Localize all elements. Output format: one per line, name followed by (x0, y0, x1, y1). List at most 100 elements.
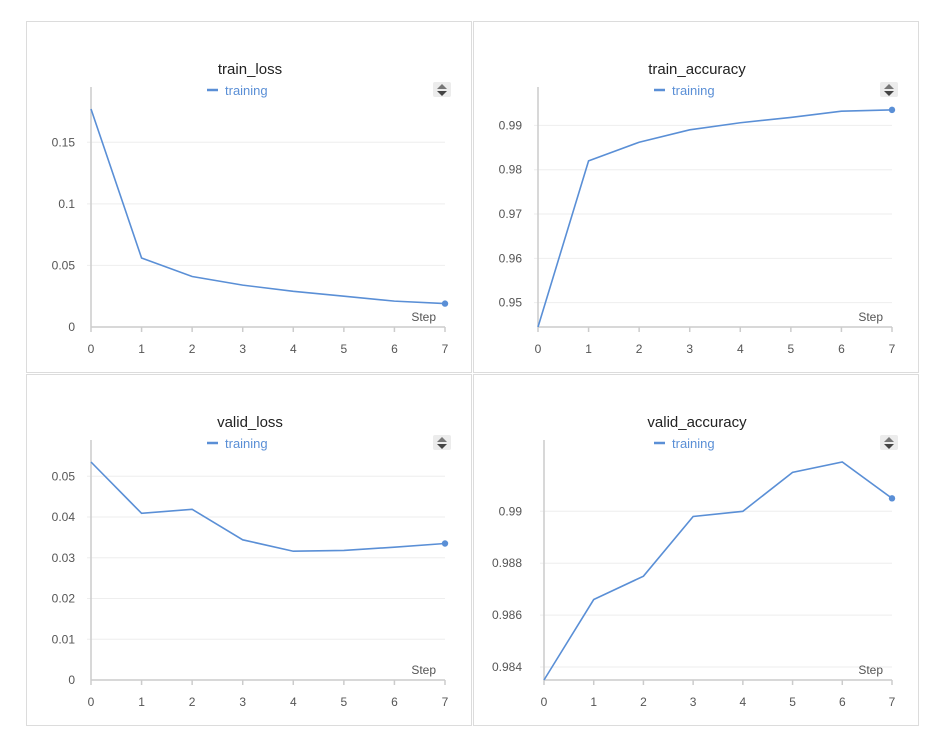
legend-label: training (225, 436, 268, 451)
x-tick-label: 3 (690, 695, 697, 709)
x-axis-label: Step (858, 310, 883, 324)
chart-panel-train-accuracy: train_accuracy training 0.95 0.96 0.97 0.98 0.… (473, 21, 919, 373)
sort-down-icon[interactable] (884, 444, 894, 449)
chart-title: train_loss (218, 61, 282, 78)
chart-panel-train-loss: train_loss training 0 0.05 0.1 0.15 0 1 2 3 4 5 6 7 St… (26, 21, 472, 373)
x-tick-label: 6 (838, 342, 845, 356)
x-tick-label: 0 (88, 342, 95, 356)
data-point (789, 115, 793, 119)
data-point (241, 538, 245, 542)
x-tick-label: 2 (640, 695, 647, 709)
x-tick-label: 1 (138, 695, 145, 709)
y-tick-label: 0.02 (52, 592, 76, 606)
data-point (840, 460, 844, 464)
legend-label: training (672, 436, 715, 451)
x-tick-label: 3 (239, 695, 246, 709)
y-tick-label: 0.15 (52, 135, 76, 149)
sort-up-icon[interactable] (437, 84, 447, 89)
y-tick-label: 0.988 (492, 556, 522, 570)
y-tick-label: 0.03 (52, 551, 76, 565)
x-tick-label: 1 (138, 342, 145, 356)
data-point (641, 574, 645, 578)
series-line-training (90, 108, 446, 305)
y-tick-label: 0.99 (499, 118, 523, 132)
data-point (441, 300, 449, 307)
sort-down-icon[interactable] (437, 444, 447, 449)
x-tick-label: 4 (290, 342, 297, 356)
data-point (738, 121, 742, 125)
data-point (888, 106, 896, 114)
x-tick-label: 7 (442, 342, 449, 356)
x-tick-label: 5 (788, 342, 795, 356)
sort-toggle-bg[interactable] (880, 82, 898, 97)
y-tick-label: 0 (68, 320, 75, 334)
sort-up-icon[interactable] (884, 84, 894, 89)
x-tick-label: 3 (239, 342, 246, 356)
x-tick-label: 4 (737, 342, 744, 356)
data-point (342, 548, 346, 552)
sort-toggle-bg[interactable] (433, 82, 451, 97)
x-axis-label: Step (411, 663, 436, 677)
y-tick-label: 0.05 (52, 469, 76, 483)
chart-svg: valid_accuracy training 0.984 0.986 0.988 0.9… (492, 414, 898, 709)
chart-svg: train_accuracy training 0.95 0.96 0.97 0.98 0.… (499, 61, 898, 356)
legend-sort-toggle-icon[interactable] (433, 82, 451, 97)
y-tick-label: 0.96 (499, 251, 523, 265)
chart-title: valid_loss (217, 414, 283, 431)
data-point (542, 678, 546, 682)
data-point (392, 299, 396, 303)
data-point (441, 540, 449, 547)
x-tick-label: 4 (290, 695, 297, 709)
series-line-training (90, 461, 446, 553)
data-point (190, 507, 194, 511)
sort-toggle-bg[interactable] (433, 435, 451, 450)
data-point (691, 515, 695, 519)
y-tick-label: 0.99 (499, 504, 523, 518)
x-axis-label: Step (411, 310, 436, 324)
data-point (392, 545, 396, 549)
sort-down-icon[interactable] (884, 91, 894, 96)
x-tick-label: 0 (88, 695, 95, 709)
y-tick-label: 0.01 (52, 632, 76, 646)
series-line-training (537, 109, 893, 328)
chart-svg: valid_loss training 0 0.01 0.02 0.03 0.04 0.05 0… (52, 414, 451, 709)
x-axis-label: Step (858, 663, 883, 677)
y-tick-label: 0.04 (52, 510, 76, 524)
y-tick-label: 0.95 (499, 296, 523, 310)
x-tick-label: 6 (839, 695, 846, 709)
sort-up-icon[interactable] (437, 437, 447, 442)
x-tick-label: 3 (686, 342, 693, 356)
sort-down-icon[interactable] (437, 91, 447, 96)
sort-up-icon[interactable] (884, 437, 894, 442)
data-point (592, 598, 596, 602)
x-tick-label: 0 (535, 342, 542, 356)
data-point (140, 256, 144, 260)
data-point (241, 283, 245, 287)
data-point (89, 460, 93, 464)
x-tick-label: 2 (636, 342, 643, 356)
legend-sort-toggle-icon[interactable] (433, 435, 451, 450)
data-point (791, 470, 795, 474)
legend-label: training (672, 83, 715, 98)
chart-title: train_accuracy (648, 61, 746, 78)
data-point (888, 495, 896, 502)
legend-sort-toggle-icon[interactable] (880, 82, 898, 97)
x-tick-label: 1 (590, 695, 597, 709)
data-point (536, 325, 540, 329)
x-tick-label: 5 (341, 695, 348, 709)
x-tick-label: 6 (391, 695, 398, 709)
series-line-training (543, 461, 893, 681)
sort-toggle-bg[interactable] (880, 435, 898, 450)
data-point (291, 549, 295, 553)
data-point (688, 128, 692, 132)
x-tick-label: 0 (541, 695, 548, 709)
data-point (741, 509, 745, 513)
data-point (140, 511, 144, 515)
data-point (587, 159, 591, 163)
x-tick-label: 2 (189, 695, 196, 709)
legend-sort-toggle-icon[interactable] (880, 435, 898, 450)
data-point (291, 289, 295, 293)
y-tick-label: 0 (68, 673, 75, 687)
x-tick-label: 4 (740, 695, 747, 709)
chart-panel-valid-accuracy: valid_accuracy training 0.984 0.986 0.988 0.9… (473, 374, 919, 726)
